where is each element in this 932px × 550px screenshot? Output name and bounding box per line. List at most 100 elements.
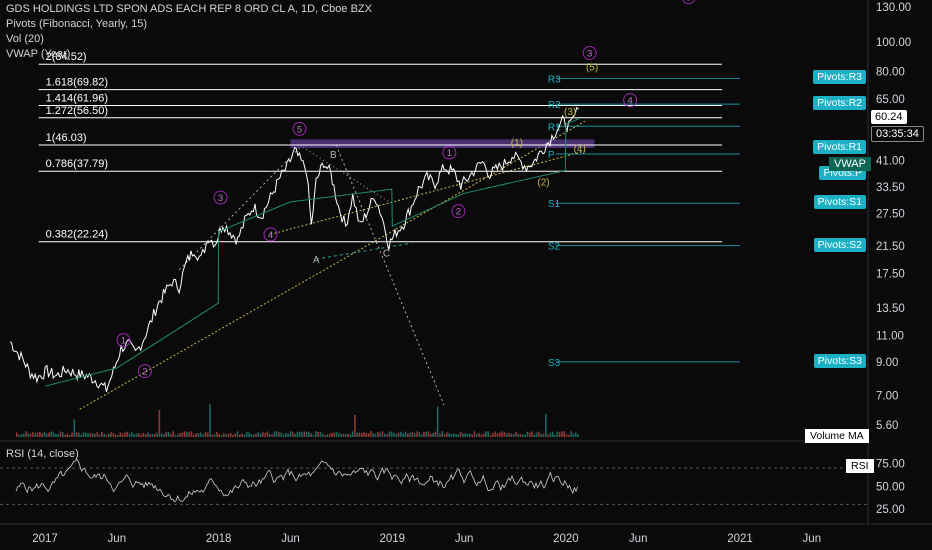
volume-bar xyxy=(206,432,209,437)
volume-bar xyxy=(521,434,524,437)
volume-bar xyxy=(98,434,101,437)
x-tick-label: Jun xyxy=(455,533,474,545)
volume-bar xyxy=(365,432,368,437)
volume-bar xyxy=(402,433,404,437)
y-tick-label: 17.50 xyxy=(876,269,905,281)
volume-bar xyxy=(268,433,271,437)
volume-bar xyxy=(222,432,225,437)
volume-bar xyxy=(211,434,214,437)
wave-label: 5 xyxy=(297,124,302,135)
volume-bar xyxy=(574,432,577,437)
pivot-tag: Pivots:R3 xyxy=(813,70,866,85)
volume-bar xyxy=(101,431,103,437)
wave-label: 4 xyxy=(627,96,632,107)
volume-bar xyxy=(29,433,32,437)
pivot-level-label: S3 xyxy=(548,358,561,369)
volume-bar xyxy=(259,433,262,437)
volume-bar xyxy=(87,433,89,437)
volume-bar xyxy=(243,434,246,437)
volume-bar xyxy=(409,432,411,437)
volume-bar xyxy=(556,431,559,437)
volume-bar xyxy=(114,434,117,437)
volume-bar xyxy=(285,432,287,437)
volume-bar xyxy=(165,431,168,437)
pivot-level-label: S2 xyxy=(548,242,561,253)
volume-bar xyxy=(133,434,135,437)
volume-bar xyxy=(273,431,276,437)
volume-bar xyxy=(126,431,128,437)
volume-bar xyxy=(565,434,568,437)
x-tick-label: 2021 xyxy=(727,533,753,545)
diag-line xyxy=(178,147,300,271)
volume-bar xyxy=(498,432,501,437)
volume-bar xyxy=(420,434,423,437)
indicator-pivots: Pivots (Fibonacci, Yearly, 15) xyxy=(6,18,148,30)
volume-bar xyxy=(135,433,138,437)
volume-bar xyxy=(36,432,39,437)
abc-label: C xyxy=(383,249,390,260)
volume-bar xyxy=(179,432,181,437)
volume-bar xyxy=(296,431,299,437)
volume-bar xyxy=(448,433,450,437)
volume-bar xyxy=(107,433,110,437)
wave-label-circle xyxy=(451,204,466,219)
volume-bar xyxy=(432,433,434,437)
volume-bar xyxy=(294,433,296,437)
volume-bar xyxy=(78,432,80,437)
pivot-tag: Pivots:R2 xyxy=(813,96,866,111)
rsi-line xyxy=(15,458,578,503)
volume-bar xyxy=(188,432,191,437)
projection-line xyxy=(335,144,445,406)
volume-bar xyxy=(27,433,30,437)
volume-bar xyxy=(170,433,172,437)
volume-bar xyxy=(372,433,375,437)
volume-bar xyxy=(172,431,174,437)
rsi-legend: RSI (14, close) xyxy=(6,448,79,460)
volume-bar xyxy=(471,434,473,437)
abc-label: B xyxy=(330,150,337,161)
abc-down-line xyxy=(299,144,390,203)
volume-bar xyxy=(264,432,266,437)
chart-legend: GDS HOLDINGS LTD SPON ADS EACH REP 8 ORD… xyxy=(6,2,372,62)
volume-bar xyxy=(291,431,294,437)
volume-bar xyxy=(110,432,112,437)
volume-bar xyxy=(59,431,62,437)
volume-bar xyxy=(257,432,260,437)
volume-bar xyxy=(503,431,506,437)
volume-bar xyxy=(363,432,365,437)
volume-bar xyxy=(22,433,25,437)
volume-bar xyxy=(434,431,437,437)
pivot-level-label: P xyxy=(548,150,555,161)
wave-label-circle xyxy=(623,93,638,108)
volume-bar xyxy=(156,432,158,437)
countdown-tag: 03:35:34 xyxy=(871,126,924,142)
volume-bar xyxy=(119,432,122,437)
volume-bar xyxy=(356,432,358,437)
y-tick-label: 5.60 xyxy=(876,420,898,432)
y-tick-label: 41.00 xyxy=(876,155,905,167)
volume-bar xyxy=(218,434,220,437)
volume-bar xyxy=(308,431,310,437)
volume-bar xyxy=(89,432,92,437)
volume-bar xyxy=(337,432,340,437)
volume-bar xyxy=(501,431,503,437)
wave-label: (4) xyxy=(574,144,586,155)
volume-bar xyxy=(333,432,335,437)
volume-bar xyxy=(38,431,41,437)
volume-bar xyxy=(349,434,352,437)
volume-bar xyxy=(130,432,133,437)
volume-bar xyxy=(252,434,255,437)
volume-bar xyxy=(186,431,188,437)
wave-label-circle xyxy=(213,190,228,205)
volume-bar xyxy=(61,432,64,437)
volume-bar xyxy=(73,419,76,437)
fib-level-label: 1(46.03) xyxy=(46,132,87,144)
pivot-level-label: S1 xyxy=(548,199,561,210)
volume-bar xyxy=(533,434,536,437)
volume-bar xyxy=(174,434,177,437)
volume-bar xyxy=(572,433,575,437)
volume-bar xyxy=(245,432,248,437)
wave-label: 1 xyxy=(121,336,126,347)
volume-bar xyxy=(140,434,142,437)
